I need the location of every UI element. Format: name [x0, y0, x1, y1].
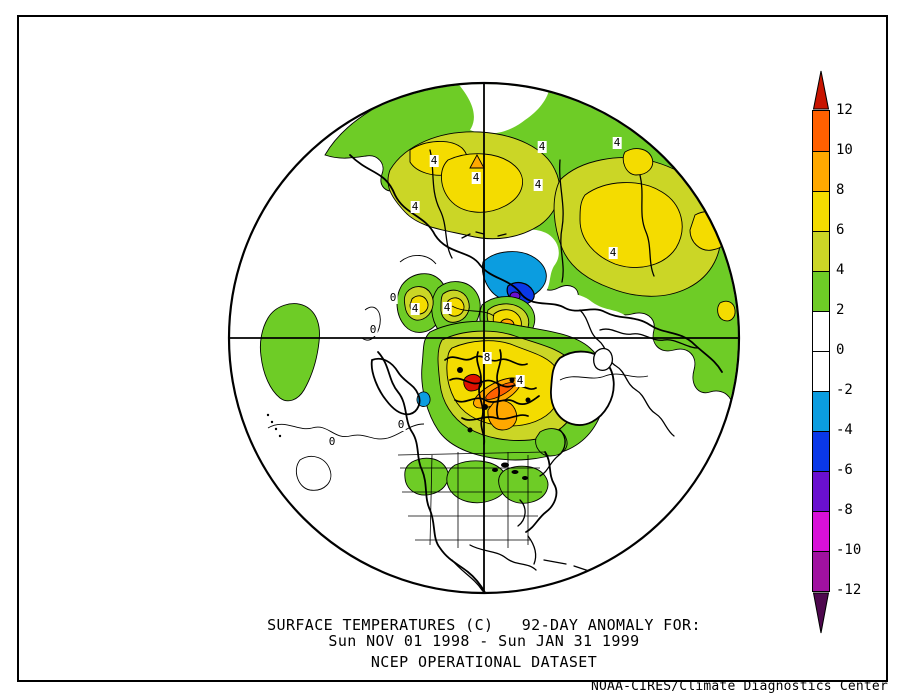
colorbar-tick-label: 4	[836, 262, 845, 278]
map-boundary-circle	[227, 81, 741, 595]
colorbar-segment	[813, 471, 829, 511]
colorbar-segments	[812, 110, 830, 592]
colorbar-tick-label: 10	[836, 142, 853, 158]
colorbar-arrow-up-icon	[812, 70, 830, 110]
colorbar-tick-label: -10	[836, 542, 862, 558]
colorbar-tick-label: -12	[836, 582, 862, 598]
colorbar-tick-label: -4	[836, 422, 853, 438]
colorbar-segment	[813, 311, 829, 351]
warm-anomaly-north-pacific	[259, 303, 320, 402]
colorbar-segment	[813, 231, 829, 271]
colorbar-tick-label: 2	[836, 302, 845, 318]
colorbar-tick-label: -2	[836, 382, 853, 398]
colorbar-tick-label: 0	[836, 342, 845, 358]
colorbar-segment	[813, 431, 829, 471]
colorbar-arrow-down-icon	[812, 592, 830, 634]
colorbar	[812, 70, 830, 634]
colorbar-segment	[813, 511, 829, 551]
colorbar-tick-label: -6	[836, 462, 853, 478]
attribution: NOAA-CIRES/Climate Diagnostics Center	[591, 679, 888, 694]
warm-anomaly-canada	[421, 320, 607, 461]
colorbar-tick-label: 8	[836, 182, 845, 198]
chart-date-range: Sun NOV 01 1998 - Sun JAN 31 1999	[328, 632, 640, 650]
colorbar-segment	[813, 111, 829, 151]
colorbar-segment	[813, 391, 829, 431]
colorbar-tick-label: -8	[836, 502, 853, 518]
colorbar-segment	[813, 271, 829, 311]
colorbar-tick-label: 12	[836, 102, 853, 118]
colorbar-segment	[813, 551, 829, 591]
colorbar-tick-labels: 12 10 8 6 4 2 0 -2 -4 -6 -8 -10 -12	[836, 70, 886, 640]
chart-title: SURFACE TEMPERATURES (C) 92-DAY ANOMALY …	[267, 616, 701, 634]
zero-contours	[267, 255, 649, 491]
colorbar-segment	[813, 351, 829, 391]
colorbar-segment	[813, 151, 829, 191]
colorbar-segment	[813, 191, 829, 231]
dataset-label: NCEP OPERATIONAL DATASET	[370, 653, 598, 671]
colorbar-tick-label: 6	[836, 222, 845, 238]
